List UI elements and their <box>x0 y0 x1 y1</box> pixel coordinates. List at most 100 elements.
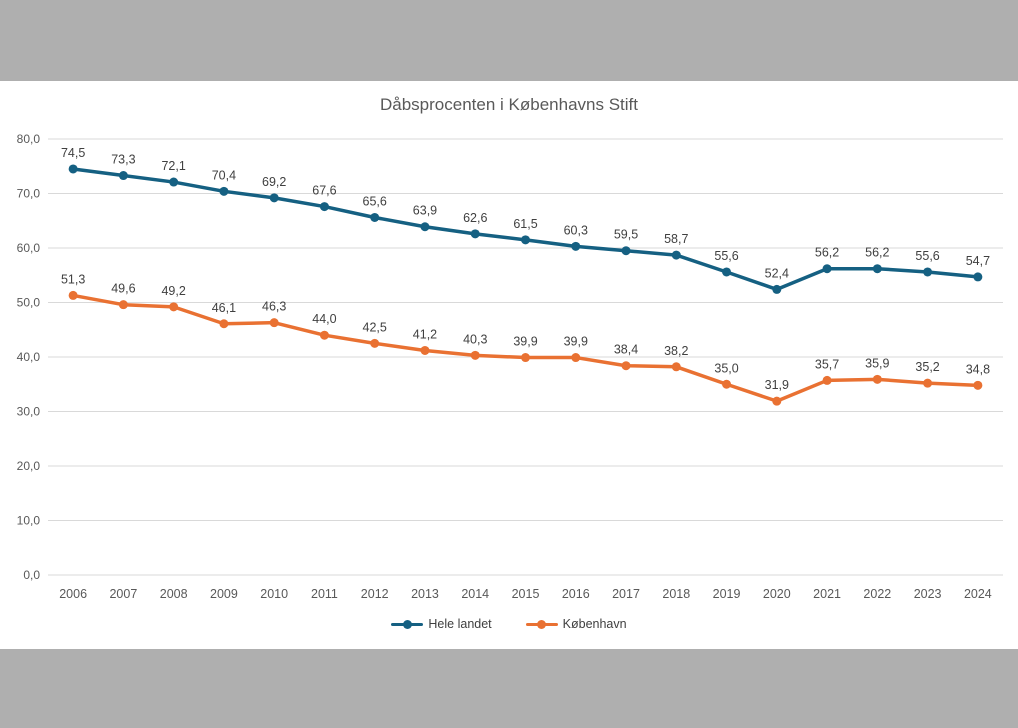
line-chart-plot-area: 0,0 10,0 20,0 30,0 40,0 50,0 60,0 70,0 80,0 2006 2… <box>17 132 1003 601</box>
data-label-k-benhavn: 49,6 <box>111 282 135 296</box>
data-point-k-benhavn <box>671 362 681 372</box>
data-label-hele-landet: 58,7 <box>664 232 688 246</box>
data-point-hele-landet <box>470 229 480 239</box>
y-axis-tick-label: 60,0 <box>17 241 41 255</box>
data-label-hele-landet: 69,2 <box>262 175 286 189</box>
data-label-k-benhavn: 35,2 <box>915 360 939 374</box>
data-label-k-benhavn: 41,2 <box>413 327 437 341</box>
data-point-k-benhavn <box>68 290 78 300</box>
data-point-k-benhavn <box>973 380 983 390</box>
x-axis-tick-label: 2012 <box>361 587 389 601</box>
data-point-hele-landet <box>521 235 530 245</box>
data-point-hele-landet <box>420 222 430 232</box>
data-point-hele-landet <box>370 212 380 222</box>
x-axis-tick-label: 2016 <box>562 587 590 601</box>
data-point-hele-landet <box>169 177 179 187</box>
y-axis-tick-label: 0,0 <box>23 568 40 582</box>
data-label-k-benhavn: 44,0 <box>312 312 336 326</box>
y-axis-tick-label: 10,0 <box>17 514 41 528</box>
data-label-hele-landet: 60,3 <box>564 223 588 237</box>
x-axis-tick-label: 2017 <box>612 587 640 601</box>
y-axis-tick-label: 70,0 <box>17 187 41 201</box>
data-point-k-benhavn <box>219 319 229 329</box>
data-label-k-benhavn: 39,9 <box>513 335 537 349</box>
chart-slide: Dåbsprocenten i Københavns Stift 0,0 10,0… <box>0 81 1018 649</box>
data-point-hele-landet <box>219 186 229 196</box>
data-label-hele-landet: 52,4 <box>765 266 789 280</box>
x-axis-tick-label: 2020 <box>763 587 791 601</box>
data-point-k-benhavn <box>370 338 380 348</box>
x-axis-tick-label: 2006 <box>59 587 87 601</box>
data-point-k-benhavn <box>169 302 179 312</box>
data-label-hele-landet: 59,5 <box>614 228 638 242</box>
data-point-hele-landet <box>671 250 681 260</box>
y-axis-tick-label: 80,0 <box>17 132 41 146</box>
x-axis-tick-label: 2011 <box>311 587 338 601</box>
legend-line-marker-icon <box>391 619 424 630</box>
data-label-k-benhavn: 35,0 <box>714 361 738 375</box>
legend-label: Hele landet <box>428 617 492 631</box>
data-point-k-benhavn <box>420 345 430 355</box>
data-label-hele-landet: 56,2 <box>865 246 889 260</box>
x-axis-tick-label: 2019 <box>713 587 741 601</box>
data-point-hele-landet <box>571 241 581 251</box>
x-axis-tick-label: 2022 <box>863 587 891 601</box>
x-axis-tick-label: 2009 <box>210 587 238 601</box>
data-label-k-benhavn: 42,5 <box>363 320 387 334</box>
x-axis-tick-label: 2015 <box>512 587 540 601</box>
data-label-hele-landet: 74,5 <box>61 146 85 160</box>
y-axis-tick-label: 30,0 <box>17 405 41 419</box>
data-label-k-benhavn: 40,3 <box>463 332 487 346</box>
data-label-hele-landet: 56,2 <box>815 246 839 260</box>
data-point-hele-landet <box>621 246 631 256</box>
data-point-k-benhavn <box>621 361 631 371</box>
data-point-k-benhavn <box>772 396 782 406</box>
data-label-hele-landet: 72,1 <box>161 159 185 173</box>
data-point-k-benhavn <box>923 378 933 388</box>
data-point-k-benhavn <box>269 318 279 328</box>
data-label-hele-landet: 54,7 <box>966 254 990 268</box>
legend-line-marker-icon <box>525 619 558 630</box>
legend-item-hele-landet: Hele landet <box>391 617 492 631</box>
legend-item-k-benhavn: København <box>525 617 627 631</box>
data-label-k-benhavn: 38,2 <box>664 344 688 358</box>
data-label-hele-landet: 62,6 <box>463 211 487 225</box>
data-point-hele-landet <box>68 164 78 174</box>
data-label-hele-landet: 63,9 <box>413 204 437 218</box>
data-point-hele-landet <box>772 284 782 294</box>
data-point-hele-landet <box>118 171 128 181</box>
data-point-k-benhavn <box>822 375 832 385</box>
data-point-hele-landet <box>923 267 933 277</box>
data-label-hele-landet: 67,6 <box>312 184 336 198</box>
y-axis-tick-label: 20,0 <box>17 459 41 473</box>
data-label-hele-landet: 70,4 <box>212 168 236 182</box>
y-axis-tick-label: 50,0 <box>17 296 41 310</box>
data-label-k-benhavn: 46,1 <box>212 301 236 315</box>
data-point-k-benhavn <box>319 330 329 340</box>
data-point-k-benhavn <box>872 374 882 384</box>
data-label-hele-landet: 61,5 <box>513 217 537 231</box>
x-axis-tick-label: 2014 <box>461 587 489 601</box>
x-axis-tick-label: 2008 <box>160 587 188 601</box>
data-point-hele-landet <box>872 264 882 274</box>
data-point-k-benhavn <box>571 353 581 363</box>
data-point-k-benhavn <box>521 353 530 363</box>
data-label-k-benhavn: 31,9 <box>765 378 789 392</box>
data-point-hele-landet <box>269 193 279 203</box>
y-axis-tick-label: 40,0 <box>17 350 41 364</box>
data-label-k-benhavn: 39,9 <box>564 335 588 349</box>
data-label-hele-landet: 55,6 <box>915 249 939 263</box>
x-axis-tick-label: 2007 <box>109 587 137 601</box>
data-label-k-benhavn: 35,9 <box>865 356 889 370</box>
data-point-hele-landet <box>722 267 732 277</box>
data-point-hele-landet <box>822 264 832 274</box>
x-axis-tick-label: 2018 <box>662 587 690 601</box>
data-label-hele-landet: 73,3 <box>111 153 135 167</box>
data-label-hele-landet: 55,6 <box>714 249 738 263</box>
data-point-k-benhavn <box>722 379 732 389</box>
data-label-k-benhavn: 51,3 <box>61 272 85 286</box>
data-point-k-benhavn <box>470 350 480 360</box>
x-axis-tick-label: 2023 <box>914 587 942 601</box>
data-point-hele-landet <box>319 202 329 212</box>
